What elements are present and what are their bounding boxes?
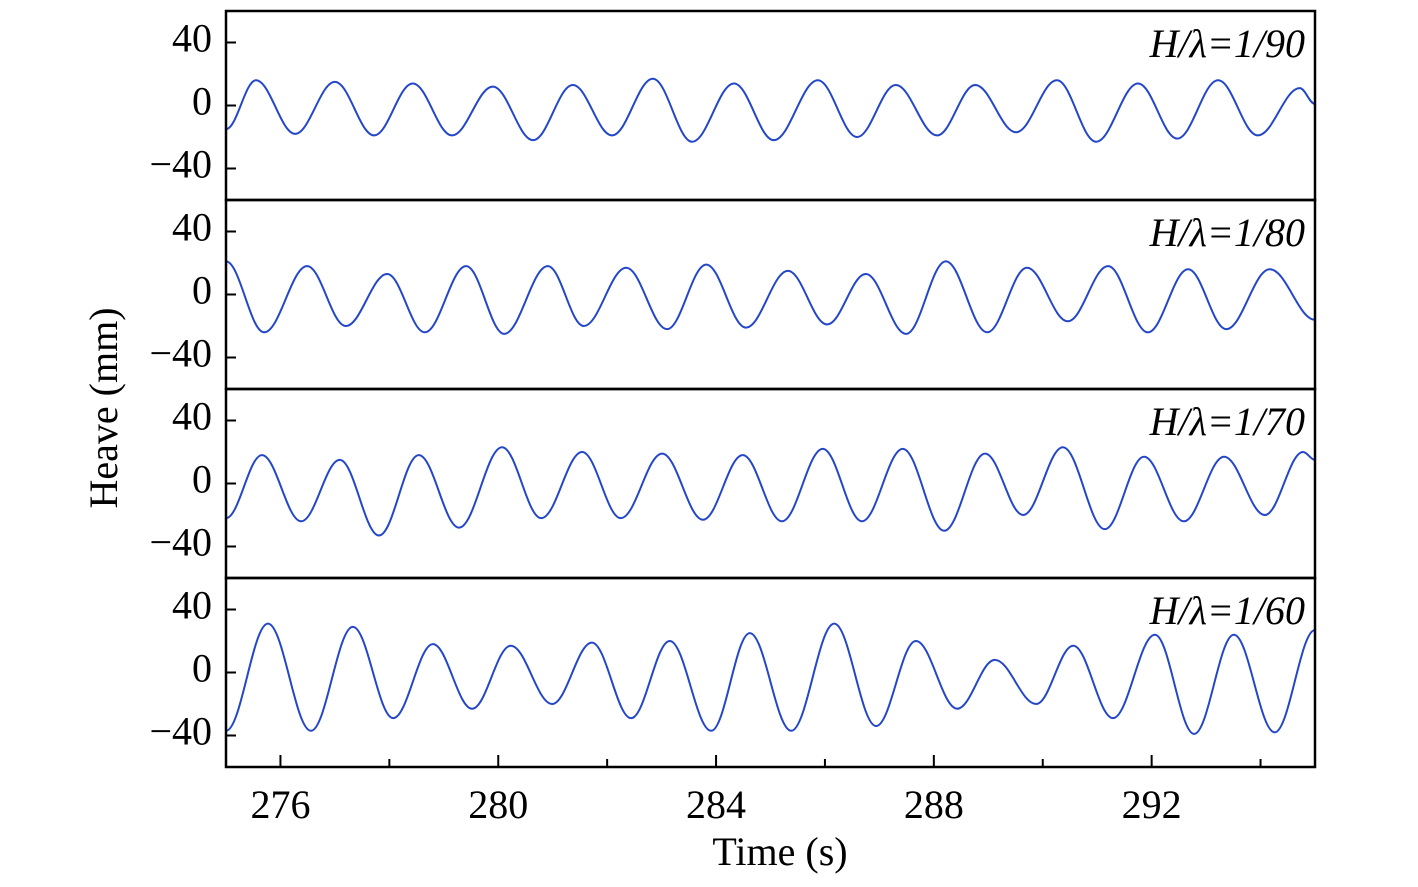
- y-tick-label: 40: [172, 394, 212, 439]
- heave-line: [225, 77, 1316, 143]
- y-axis-label: Heave (mm): [81, 307, 126, 508]
- heave-line: [225, 260, 1316, 335]
- y-tick-label: 0: [192, 79, 212, 124]
- y-tick-label: 40: [172, 16, 212, 61]
- panel-annotation: H/λ=1/80: [1149, 210, 1305, 255]
- panel-annotation: H/λ=1/60: [1149, 588, 1305, 633]
- y-tick-label: −40: [149, 709, 212, 754]
- panel-frame: [224, 576, 1317, 769]
- y-tick-label: −40: [149, 331, 212, 376]
- y-tick-label: 0: [192, 457, 212, 502]
- y-tick-label: 0: [192, 646, 212, 691]
- x-tick-label: 284: [686, 782, 746, 827]
- heave-line: [225, 446, 1316, 537]
- x-tick-label: 276: [250, 782, 310, 827]
- y-tick-label: −40: [149, 520, 212, 565]
- y-tick-label: 0: [192, 268, 212, 313]
- panel-annotation: H/λ=1/70: [1149, 399, 1305, 444]
- y-tick-label: −40: [149, 142, 212, 187]
- y-tick-label: 40: [172, 205, 212, 250]
- x-axis-label: Time (s): [712, 829, 847, 874]
- x-tick-label: 292: [1122, 782, 1182, 827]
- x-tick-label: 280: [468, 782, 528, 827]
- panel-annotation: H/λ=1/90: [1149, 21, 1305, 66]
- y-tick-label: 40: [172, 583, 212, 628]
- heave-line: [225, 622, 1316, 735]
- x-tick-label: 288: [904, 782, 964, 827]
